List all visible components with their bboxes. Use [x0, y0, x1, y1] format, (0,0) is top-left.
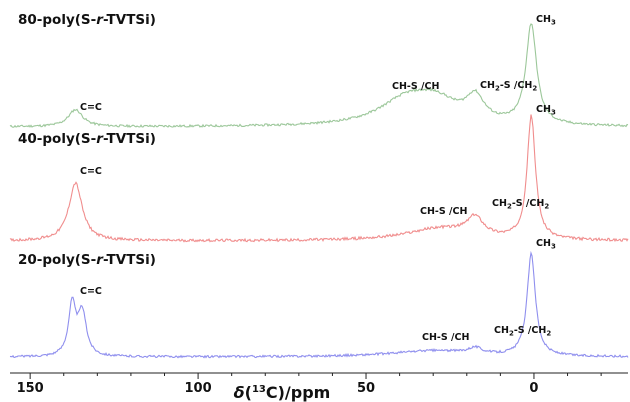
spectrum-line [9, 114, 629, 243]
peak-label: C=C [80, 102, 102, 113]
peak-label: CH3 [536, 238, 556, 251]
series-title: 40-poly(S-r-TVTSi) [18, 131, 156, 147]
x-axis-title: δ(13C)/ppm [234, 383, 331, 402]
series-s80: 80-poly(S-r-TVTSi) C=C CH-S /CH CH2-S /CH2 C… [9, 12, 629, 129]
peak-label: CH-S /CH [422, 332, 469, 343]
peak-label: CH-S /CH [392, 81, 439, 92]
series-s40: 40-poly(S-r-TVTSi) C=C CH-S /CH CH2-S /CH2 C… [9, 104, 629, 243]
x-tick-label: 50 [357, 381, 375, 396]
peak-label: CH-S /CH [420, 206, 467, 217]
peak-label: CH2-S /CH2 [494, 325, 551, 338]
x-tick-label: 100 [185, 381, 212, 396]
series-s20: 20-poly(S-r-TVTSi) C=C CH-S /CH CH2-S /CH2 C… [9, 238, 629, 359]
peak-label: CH3 [536, 14, 556, 27]
series-title: 80-poly(S-r-TVTSi) [18, 12, 156, 28]
peak-label: CH3 [536, 104, 556, 117]
x-axis: 150 100 50 0 δ(13C)/ppm [10, 372, 628, 402]
x-tick-label: 150 [17, 381, 44, 396]
x-tick-label: 0 [529, 381, 538, 396]
peak-label: C=C [80, 286, 102, 297]
peak-label: CH2-S /CH2 [492, 198, 549, 211]
spectrum-line [9, 250, 629, 359]
peak-label: C=C [80, 166, 102, 177]
spectrum-line [9, 23, 629, 129]
peak-label: CH2-S /CH2 [480, 80, 537, 93]
series-title: 20-poly(S-r-TVTSi) [18, 252, 156, 268]
